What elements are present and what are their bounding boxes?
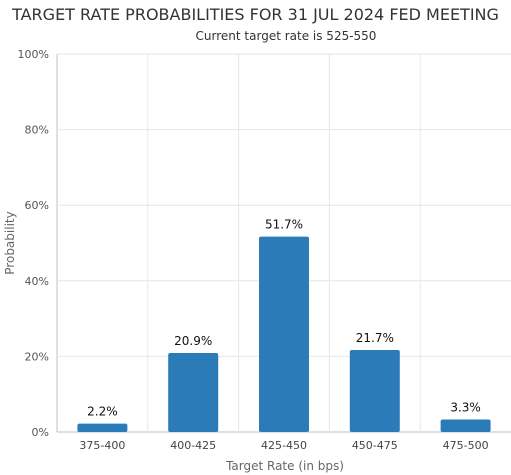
chart-subtitle: Current target rate is 525-550 xyxy=(196,29,377,43)
label-layer: 2.2% 20.9% 51.7% 21.7% 3.3% xyxy=(87,218,481,419)
tick-layer: 0% 20% 40% 60% 80% 100% 375-400 400-425 425-450 4… xyxy=(18,48,489,452)
bar xyxy=(168,352,219,432)
grid-layer xyxy=(56,53,511,433)
y-axis-label: Probability xyxy=(3,211,17,274)
y-tick-label: 20% xyxy=(25,350,49,363)
data-label: 20.9% xyxy=(174,334,212,348)
bar xyxy=(259,236,309,432)
y-tick-label: 60% xyxy=(25,199,49,212)
x-tick-label: 475-500 xyxy=(443,439,489,452)
chart-title: TARGET RATE PROBABILITIES FOR 31 JUL 202… xyxy=(11,5,499,24)
bar xyxy=(349,349,400,432)
y-tick-label: 100% xyxy=(18,48,49,61)
x-tick-label: 450-475 xyxy=(352,439,398,452)
bar-layer xyxy=(77,236,491,432)
x-axis-label: Target Rate (in bps) xyxy=(225,459,344,473)
data-label: 3.3% xyxy=(450,401,481,415)
x-tick-label: 400-425 xyxy=(170,439,216,452)
x-tick-label: 375-400 xyxy=(79,439,125,452)
data-label: 51.7% xyxy=(265,218,303,232)
data-label: 21.7% xyxy=(356,331,394,345)
bar xyxy=(440,419,491,432)
y-tick-label: 80% xyxy=(25,124,49,137)
y-tick-label: 0% xyxy=(32,426,49,439)
bar xyxy=(77,423,128,432)
x-tick-label: 425-450 xyxy=(261,439,307,452)
y-tick-label: 40% xyxy=(25,275,49,288)
data-label: 2.2% xyxy=(87,405,118,419)
